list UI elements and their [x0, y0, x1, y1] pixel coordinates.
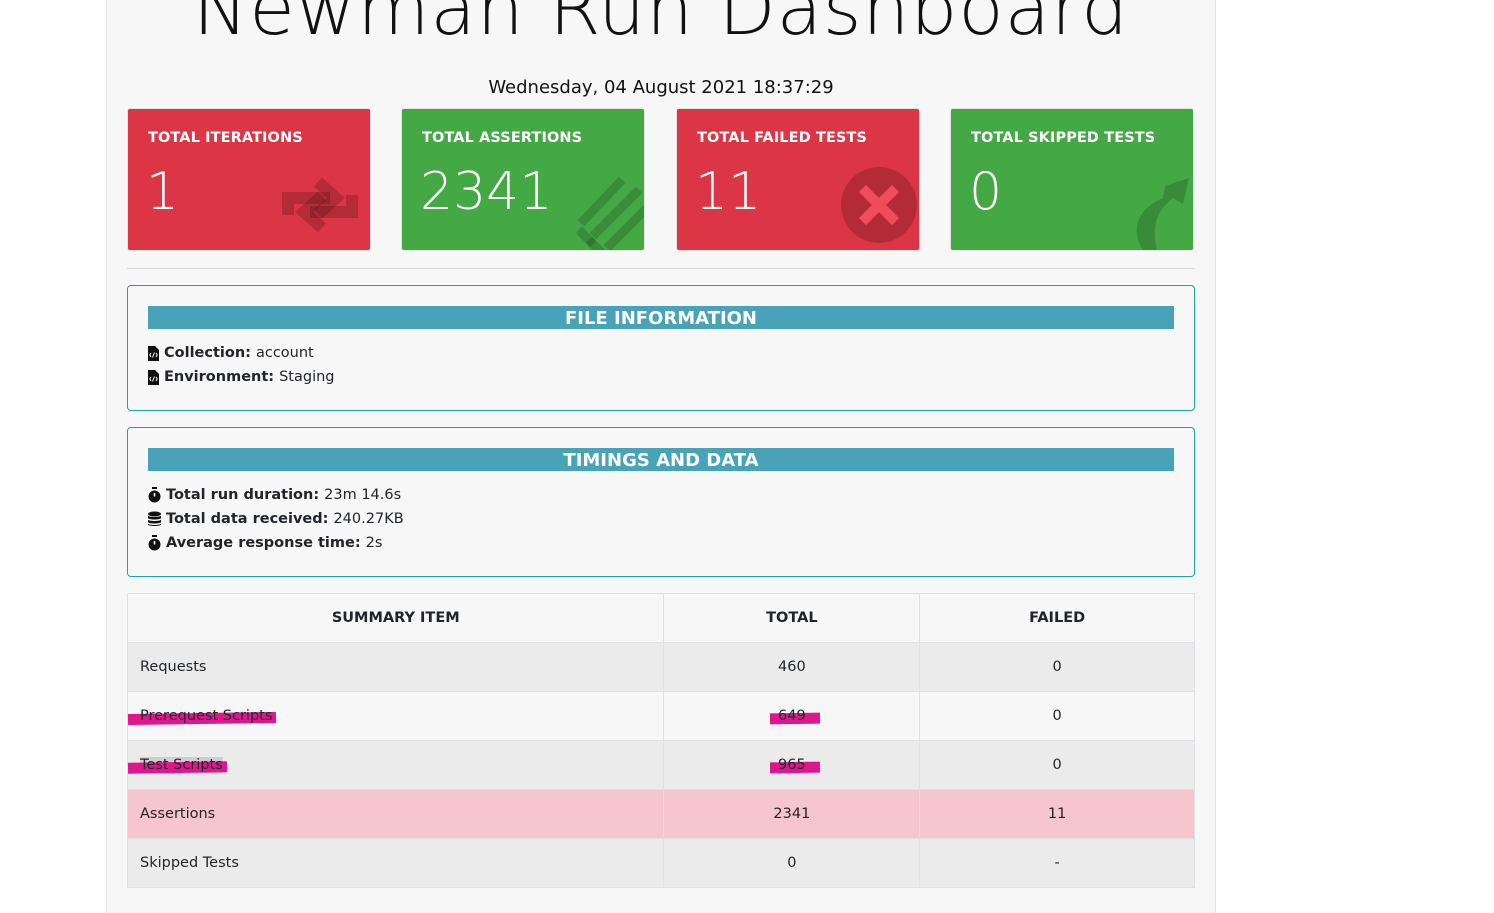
- table-row: Test Scripts 965 0: [126, 740, 1195, 790]
- total-cell: 965: [663, 740, 921, 790]
- run-duration-line: Total run duration: 23m 14.6s: [147, 487, 401, 503]
- divider: [127, 268, 1195, 269]
- table-header-row: SUMMARY ITEM TOTAL FAILED: [126, 593, 1195, 643]
- column-header-total: TOTAL: [663, 593, 921, 643]
- data-received-label: Total data received:: [166, 511, 329, 527]
- environment-value: Staging: [279, 369, 335, 385]
- table-row: Requests 460 0: [126, 642, 1195, 692]
- average-response-label: Average response time:: [166, 535, 361, 551]
- total-text: 965: [778, 757, 806, 773]
- card-value: 0: [969, 162, 1003, 222]
- total-cell: 460: [663, 642, 921, 692]
- database-icon: [148, 511, 161, 526]
- page-title: Newman Run Dashboard: [192, 0, 1130, 52]
- file-code-icon: [148, 345, 159, 361]
- card-label: TOTAL ASSERTIONS: [422, 130, 583, 146]
- summary-item-cell: Skipped Tests: [126, 838, 665, 888]
- failed-cell: -: [919, 838, 1195, 888]
- table-row: Assertions 2341 11: [126, 789, 1195, 839]
- table-row: Prerequest Scripts 649 0: [126, 691, 1195, 741]
- failed-cell: 0: [919, 691, 1195, 741]
- summary-item-text: Prerequest Scripts: [140, 708, 273, 724]
- card-value: 1: [146, 162, 180, 222]
- total-cell: 0: [663, 838, 921, 888]
- failed-cell: 0: [919, 740, 1195, 790]
- panel-header: FILE INFORMATION: [148, 306, 1174, 329]
- refresh-icon: [282, 177, 358, 233]
- total-cell: 649: [663, 691, 921, 741]
- total-cell: 2341: [663, 789, 921, 839]
- stopwatch-icon: [148, 487, 161, 503]
- summary-item-text: Test Scripts: [140, 757, 223, 773]
- share-arrow-icon: [1136, 178, 1189, 250]
- card-total-failed-tests: TOTAL FAILED TESTS 11: [677, 109, 919, 250]
- average-response-value: 2s: [365, 535, 383, 551]
- failed-cell: 0: [919, 642, 1195, 692]
- card-label: TOTAL SKIPPED TESTS: [971, 130, 1156, 146]
- stopwatch-icon: [148, 535, 161, 551]
- collection-label: Collection:: [164, 345, 251, 361]
- card-total-skipped-tests: TOTAL SKIPPED TESTS 0: [951, 109, 1193, 250]
- summary-item-cell: Prerequest Scripts: [126, 691, 665, 741]
- card-value: 2341: [420, 162, 553, 222]
- average-response-line: Average response time: 2s: [147, 535, 382, 551]
- failed-cell: 11: [919, 789, 1195, 839]
- data-received-value: 240.27KB: [333, 511, 404, 527]
- card-label: TOTAL ITERATIONS: [148, 130, 303, 146]
- highlight-marker: 649: [778, 708, 806, 724]
- summary-table: SUMMARY ITEM TOTAL FAILED Requests 460 0…: [126, 593, 1195, 888]
- panel-header: TIMINGS AND DATA: [148, 448, 1174, 471]
- highlight-marker: Test Scripts: [140, 757, 223, 773]
- collection-line: Collection: account: [147, 345, 314, 361]
- card-value: 11: [695, 162, 762, 222]
- environment-label: Environment:: [164, 369, 275, 385]
- total-text: 649: [778, 708, 806, 724]
- collection-value: account: [255, 345, 314, 361]
- timings-and-data-panel: TIMINGS AND DATA Total run duration: 23m…: [127, 427, 1195, 577]
- environment-line: Environment: Staging: [147, 369, 335, 385]
- summary-item-cell: Test Scripts: [126, 740, 665, 790]
- file-information-panel: FILE INFORMATION Collection: account Env…: [127, 285, 1195, 411]
- run-date: Wednesday, 04 August 2021 18:37:29: [488, 77, 834, 98]
- table-row: Skipped Tests 0 -: [126, 838, 1195, 888]
- column-header-failed: FAILED: [919, 593, 1195, 643]
- summary-item-cell: Requests: [126, 642, 665, 692]
- card-total-iterations: TOTAL ITERATIONS 1: [128, 109, 370, 250]
- card-label: TOTAL FAILED TESTS: [697, 130, 867, 146]
- column-header-summary-item: SUMMARY ITEM: [126, 593, 665, 643]
- highlight-marker: 965: [778, 757, 806, 773]
- data-received-line: Total data received: 240.27KB: [147, 511, 404, 527]
- summary-item-cell: Assertions: [126, 789, 665, 839]
- times-circle-icon: [841, 167, 917, 243]
- highlight-marker: Prerequest Scripts: [140, 708, 272, 724]
- file-code-icon: [148, 369, 159, 385]
- card-total-assertions: TOTAL ASSERTIONS 2341: [402, 109, 644, 250]
- dashboard-container: Newman Run Dashboard Wednesday, 04 Augus…: [106, 0, 1216, 913]
- run-duration-label: Total run duration:: [166, 487, 320, 503]
- asterisk-icon: [575, 176, 644, 250]
- run-duration-value: 23m 14.6s: [324, 487, 402, 503]
